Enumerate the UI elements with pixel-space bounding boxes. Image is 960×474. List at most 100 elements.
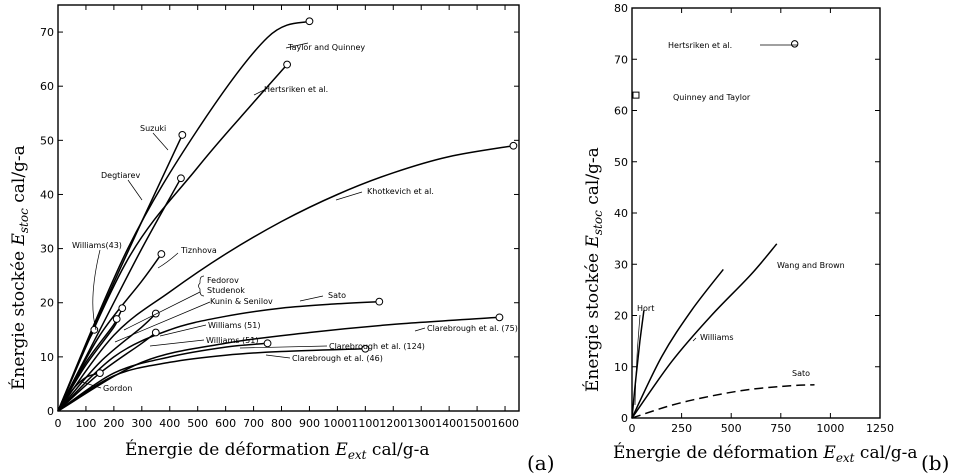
label-clarebrough75: Clarebrough et al. (75) [427, 324, 518, 333]
chart-a-y-tick-label: 10 [40, 351, 54, 364]
chart-b-y-tick-label: 30 [614, 258, 628, 271]
chart-a-y-tick-label: 40 [40, 188, 54, 201]
label-williams-b: Williams [700, 333, 734, 342]
chart-a-x-tick-label: 500 [187, 417, 208, 430]
chart-a-x-tick-label: 800 [271, 417, 292, 430]
chart-b-x-tick-label: 750 [770, 422, 791, 435]
chart-b-y-tick-label: 70 [614, 53, 628, 66]
label-sato-a: Sato [328, 291, 346, 300]
chart-b-leaders [634, 44, 798, 406]
chart-a-series-gordon-15 [57, 372, 101, 412]
brace-fedorov-studenok [198, 275, 205, 297]
chart-a-marker-williams-43-5 [90, 325, 99, 334]
label-degtiarev: Degtiarev [101, 171, 140, 180]
leader-suzuki [152, 132, 169, 151]
label-williams51-2: Williams (51) [206, 336, 258, 345]
chart-b-x-tick-label: 1250 [866, 422, 894, 435]
chart-b-panel-label: (b) [921, 451, 949, 474]
label-quinney-taylor: Quinney and Taylor [673, 93, 751, 102]
leader-clarebrough124 [239, 345, 328, 349]
chart-b-series-wang-and-brown-2 [631, 243, 778, 419]
chart-b-y-tick-label: 40 [614, 207, 628, 220]
chart-a-y-tick-label: 50 [40, 134, 54, 147]
chart-a-marker-suzuki-2 [178, 131, 187, 139]
chart-a-y-tick-label: 60 [40, 80, 54, 93]
chart-a-panel-label: (a) [527, 451, 555, 474]
chart-b-frame [631, 7, 881, 419]
leader-khotkevich [335, 191, 363, 201]
leader-kunin [114, 301, 211, 343]
chart-a-marker-williams-51-10 [151, 309, 160, 318]
chart-a-marker-gordon-15 [96, 369, 104, 378]
chart-a-series-williams-51-10 [57, 313, 157, 412]
chart-a-marker-williams-51-11 [151, 328, 160, 337]
chart-b-series-sato-3 [631, 383, 815, 419]
chart-b-ticks: 0 250 500 750 1000 1250 0 10 20 30 40 50 60 70 80 [614, 2, 894, 435]
leader-williams51-2 [149, 339, 205, 347]
leader-fedorov [123, 291, 201, 331]
chart-b-series [631, 40, 815, 419]
chart-a-marker-sato-9 [375, 297, 384, 306]
chart-b-x-tick-label: 250 [671, 422, 692, 435]
chart-b-series-hort-0 [631, 310, 645, 419]
leader-williams51-1 [159, 324, 207, 337]
chart-b-x-axis-label: Énergie de déformation Eext cal/g-a [613, 442, 918, 465]
chart-a-x-tick-label: 1100 [351, 417, 379, 430]
chart-a: 0 100 200 300 400 500 600 700 800 900 1000 1100 1200… [8, 4, 555, 474]
chart-b-y-tick-label: 80 [614, 2, 628, 15]
leader-hort [634, 314, 641, 406]
chart-a-y-tick-label: 70 [40, 26, 54, 39]
chart-a-marker-tiznhova-6 [157, 250, 166, 258]
label-wang-brown: Wang and Brown [777, 261, 845, 270]
chart-b-x-tick-label: 1000 [816, 422, 844, 435]
chart-a-x-axis-label: Énergie de déformation Eext cal/g-a [125, 439, 430, 462]
chart-a-x-tick-label: 400 [159, 417, 180, 430]
chart-a-x-tick-label: 0 [55, 417, 62, 430]
chart-a-x-tick-label: 600 [215, 417, 236, 430]
chart-a-series-taylor-and-quinney-0 [57, 20, 310, 412]
chart-b: 0 250 500 750 1000 1250 0 10 20 30 40 50 60 70 80 Hert… [582, 2, 949, 474]
chart-b-y-tick-label: 0 [621, 412, 628, 425]
chart-a-marker-taylor-and-quinney-0 [305, 17, 314, 26]
label-tiznhova: Tiznhova [180, 246, 217, 255]
chart-a-series-clarebrough-et-al-46-14 [57, 347, 366, 412]
label-gordon: Gordon [103, 384, 132, 393]
chart-b-y-tick-label: 50 [614, 156, 628, 169]
chart-a-x-tick-label: 100 [75, 417, 96, 430]
chart-a-marker-hertsriken-et-al-1 [283, 60, 292, 69]
chart-a-x-tick-label: 1000 [323, 417, 351, 430]
chart-a-marker-clarebrough-et-al-124-13 [263, 339, 272, 348]
label-sato-b: Sato [792, 369, 810, 378]
chart-a-series-williams-51-11 [57, 331, 157, 412]
chart-a-marker-khotkevich-et-al-4 [509, 141, 518, 150]
leader-gordon [81, 381, 102, 389]
chart-a-series-clarebrough-et-al-124-13 [57, 342, 268, 412]
leader-clarebrough75 [414, 327, 426, 332]
chart-a-leaders [81, 42, 426, 389]
label-khotkevich: Khotkevich et al. [367, 187, 434, 196]
leader-tiznhova [157, 252, 179, 269]
label-clarebrough124: Clarebrough et al. (124) [329, 342, 425, 351]
chart-a-series-williams-43-5 [57, 329, 95, 412]
chart-a-series-khotkevich-et-al-4 [57, 144, 514, 412]
label-kunin-senilov: Kunin & Senilov [210, 297, 273, 306]
leader-sato-a [299, 295, 324, 302]
label-williams51-1: Williams (51) [208, 321, 260, 330]
chart-a-x-tick-label: 1500 [463, 417, 491, 430]
chart-b-point-hertsriken-et-al [790, 40, 799, 48]
label-hertsriken-a: Hertsriken et al. [264, 85, 328, 94]
chart-a-x-tick-label: 1400 [435, 417, 463, 430]
leader-hertsriken-a [253, 88, 267, 96]
leader-williams-b [692, 337, 697, 342]
chart-a-x-tick-label: 300 [131, 417, 152, 430]
chart-a-series-sato-9 [57, 300, 380, 412]
leader-taylor-quinney [285, 42, 309, 49]
chart-a-marker-degtiarev-3 [177, 174, 185, 183]
chart-b-y-axis-label: Énergie stockée Estoc cal/g-a [582, 147, 605, 392]
chart-a-x-tick-label: 1600 [491, 417, 519, 430]
chart-b-series-williams-1 [631, 268, 724, 419]
chart-a-x-tick-label: 1200 [379, 417, 407, 430]
chart-b-x-tick-label: 500 [721, 422, 742, 435]
chart-b-y-tick-label: 60 [614, 105, 628, 118]
chart-a-y-tick-label: 20 [40, 297, 54, 310]
